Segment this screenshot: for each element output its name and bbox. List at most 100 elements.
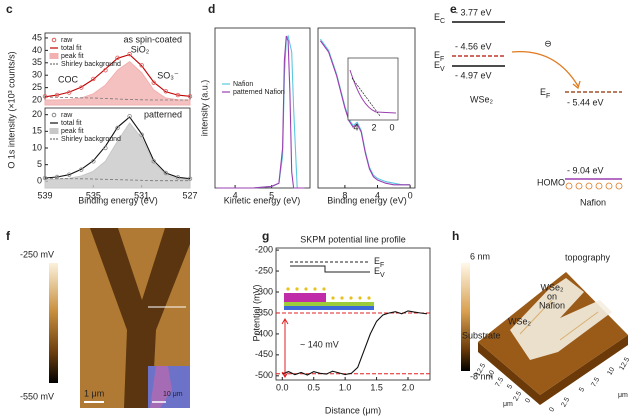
inset-vband: [290, 265, 370, 273]
panel-letter: d: [208, 2, 215, 16]
peak-area: [44, 122, 191, 189]
x-tick-label: 4: [233, 190, 238, 200]
level-energy: - 5.44 eV: [567, 97, 604, 107]
x-tick-label: 531: [134, 190, 149, 200]
flake-edge: [519, 299, 599, 341]
colorbar-label: -550 mV: [20, 391, 54, 401]
peak-area: [44, 60, 191, 106]
data-point: [139, 63, 144, 68]
x-tick-label: 0: [408, 190, 413, 200]
data-point: [79, 167, 84, 172]
annotation: ~ 140 mV: [300, 339, 339, 349]
material-name: Nafion: [580, 197, 606, 207]
x-tick-label: 1.0: [339, 382, 352, 392]
legend-swatch: [51, 112, 57, 118]
data-point: [187, 176, 193, 181]
annotation: SO₃⁻: [157, 70, 179, 80]
x-axis-label: Binding energy (eV): [78, 195, 158, 205]
y-axis-label: Potential (mV): [251, 284, 261, 341]
level-label: EF: [540, 87, 550, 100]
data-line: [45, 178, 190, 182]
material-name: WSe₂: [470, 94, 494, 104]
y-tick-label: -250: [255, 265, 273, 275]
wse2-atom: [358, 296, 362, 300]
inset-tick-label: 0: [389, 122, 394, 132]
x-axis-label: Distance (μm): [325, 405, 381, 415]
inset-curve: [349, 69, 397, 114]
axis-tick-label: 7.5: [590, 376, 601, 388]
legend-swatch: [49, 128, 59, 134]
axis-tick-label: 5: [578, 386, 586, 393]
legend-label: Shirley background: [61, 61, 121, 68]
data-point: [103, 68, 108, 73]
axis-tick-label: 10: [606, 366, 616, 376]
axis-tick-label: 2.5: [512, 390, 523, 402]
level-energy: - 4.56 eV: [455, 41, 492, 51]
x-tick-label: 1.5: [370, 382, 383, 392]
legend-label: total fit: [61, 45, 82, 52]
data-point: [187, 94, 193, 99]
legend-label: total fit: [61, 120, 82, 127]
region-label: WSe₂: [508, 316, 532, 326]
level-label-main: E: [434, 50, 440, 60]
panel-letter: f: [6, 229, 11, 243]
x-tick-label: 535: [86, 190, 101, 200]
wse2-atom: [313, 287, 317, 291]
x-tick-label: 0.0: [276, 382, 289, 392]
level-label-sub: F: [546, 93, 550, 100]
level-label: EF: [434, 50, 444, 63]
panel-letter: g: [262, 229, 269, 243]
inset-label-main: E: [374, 266, 380, 276]
plot-frame: [275, 247, 431, 381]
x-axis-label: Kinetic energy (eV): [224, 195, 301, 205]
y-tick-label: 5: [37, 159, 42, 169]
hole: [605, 182, 613, 190]
surface-side: [478, 335, 628, 405]
axis-tick-label: 0: [524, 397, 532, 404]
level-energy: - 3.77 eV: [455, 7, 492, 17]
hole: [565, 182, 573, 190]
panel-letter: h: [452, 229, 459, 243]
data-point: [54, 92, 60, 98]
axis-tick-label: 0: [548, 406, 556, 413]
y-tick-label: 45: [32, 32, 42, 42]
data-point: [115, 55, 120, 61]
axis-tick-label: 5: [506, 383, 514, 390]
inset-tick-label: 4: [353, 122, 358, 132]
level-label-sub: C: [440, 18, 445, 25]
inset-label: EF: [374, 256, 384, 269]
y-axis-label: O 1s intensity (×10³ counts/s): [6, 51, 16, 168]
arrow-head: [572, 80, 581, 90]
y-tick-label: -450: [255, 349, 273, 359]
level-label-main: E: [540, 87, 546, 97]
inset-fit: [351, 77, 381, 117]
legend-label: Shirley background: [61, 136, 121, 143]
level-label-main: E: [434, 12, 440, 22]
y-tick-label: 40: [32, 45, 42, 55]
level-energy: - 4.97 eV: [455, 70, 492, 80]
axis-tick-label: 7.5: [494, 376, 505, 388]
y-tick-label: 15: [32, 126, 42, 136]
data-point: [91, 76, 96, 82]
data-point: [115, 125, 120, 131]
y-tick-label: 30: [32, 70, 42, 80]
y-tick-label: -200: [255, 244, 273, 254]
inset-label-sub: V: [380, 272, 385, 279]
plot-frame: [214, 27, 311, 189]
y-tick-label: -300: [255, 286, 273, 296]
data-point: [66, 90, 72, 95]
layer-nafion: [284, 293, 326, 302]
inset-flake: [150, 366, 172, 408]
legend-label: Nafion: [233, 81, 253, 88]
legend-label: raw: [61, 37, 73, 44]
data-point: [175, 175, 181, 180]
axis-tick-label: 12.5: [618, 356, 631, 371]
region-label: WSe₂: [541, 282, 565, 292]
hole: [615, 182, 623, 190]
hole: [585, 182, 593, 190]
annotation: as spin-coated: [123, 34, 182, 44]
y-tick-label: 35: [32, 57, 42, 67]
y-tick-label: 25: [32, 82, 42, 92]
panel-title: topography: [565, 252, 611, 262]
region-label: Nafion: [539, 300, 565, 310]
